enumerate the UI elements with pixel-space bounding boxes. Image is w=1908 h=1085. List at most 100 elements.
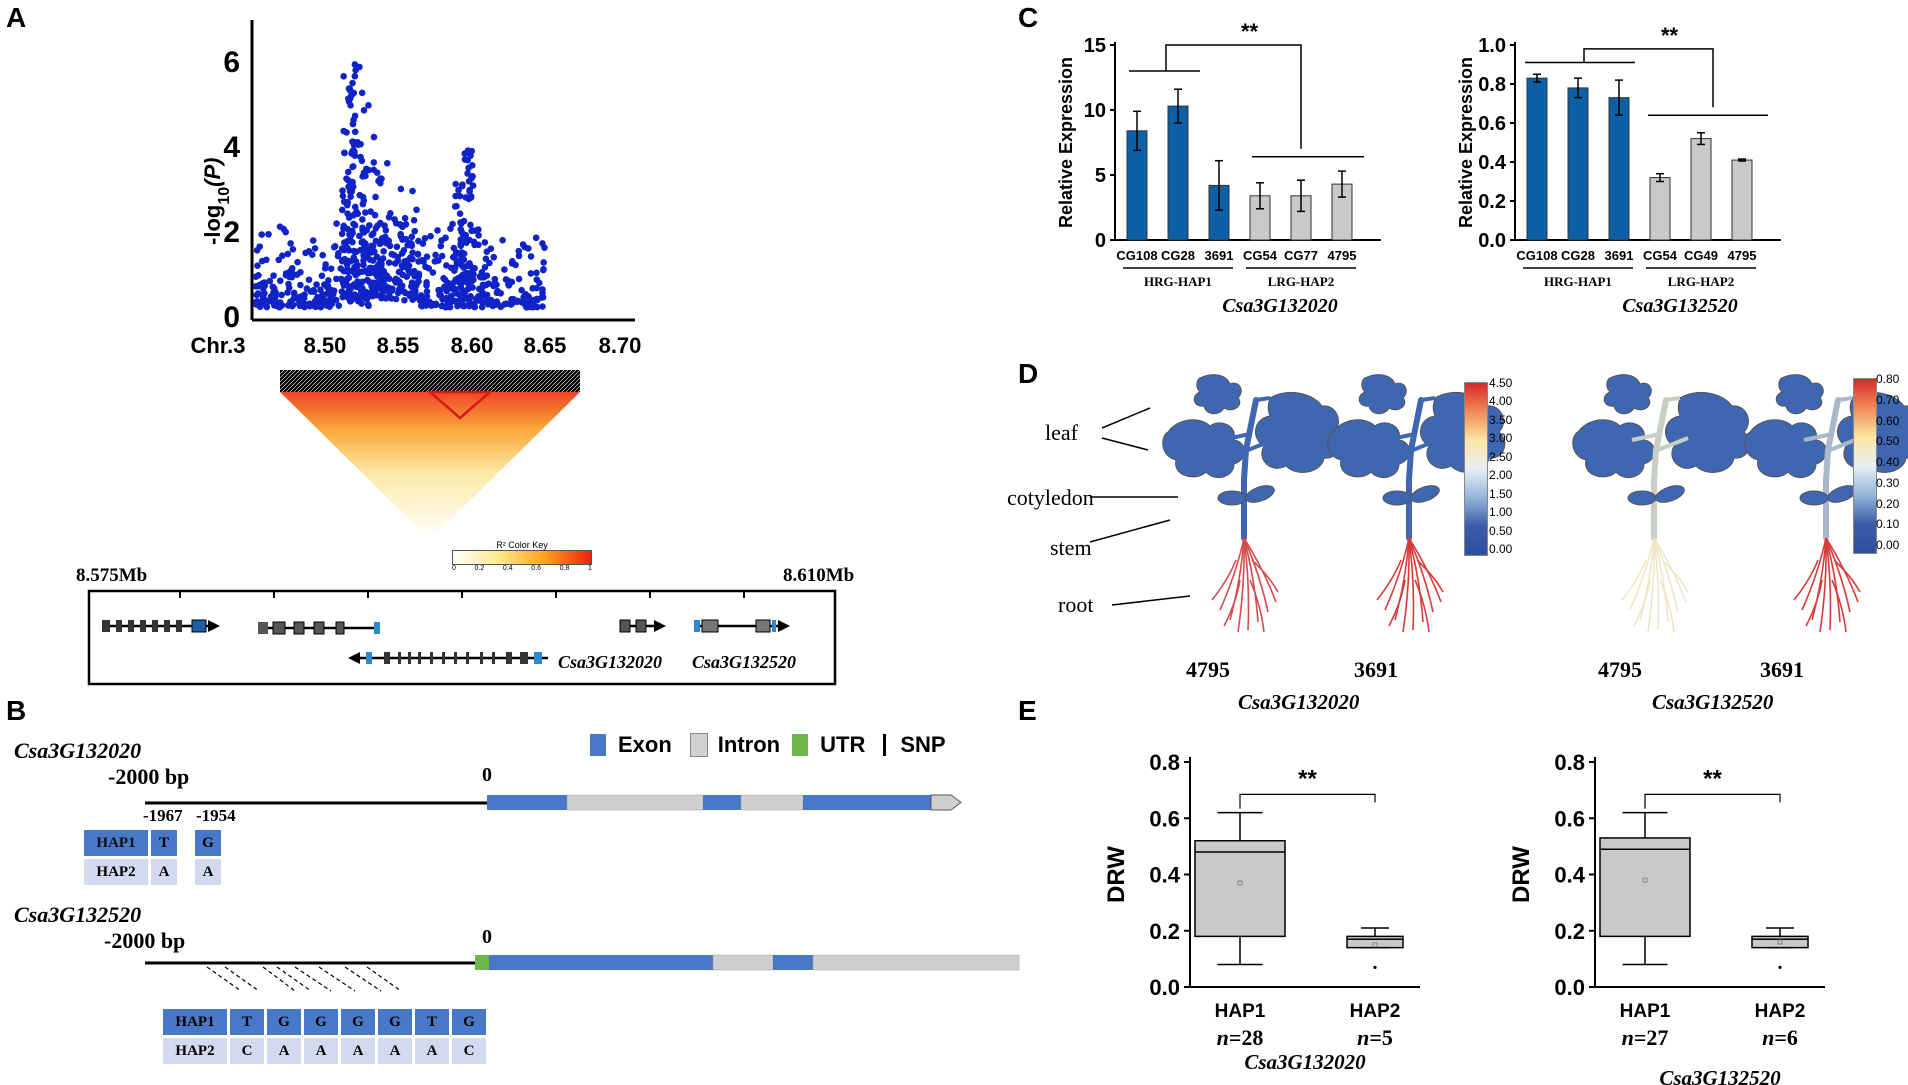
snp-point bbox=[340, 267, 348, 275]
snp-point bbox=[478, 303, 486, 311]
snp-point bbox=[327, 265, 335, 272]
g2-hap2-snp: A bbox=[341, 1038, 375, 1064]
snp-point bbox=[468, 264, 476, 271]
snp-point bbox=[490, 282, 497, 290]
root bbox=[1388, 579, 1406, 627]
snp-point bbox=[354, 262, 361, 269]
snp-point bbox=[525, 293, 533, 301]
snp-point bbox=[481, 264, 489, 271]
snp-point bbox=[360, 229, 368, 236]
panelb-gene1-tss: 0 bbox=[482, 764, 492, 786]
petiole bbox=[1631, 432, 1661, 442]
snp-point bbox=[477, 286, 484, 293]
snp-point bbox=[349, 163, 356, 171]
root bbox=[1211, 559, 1237, 601]
scale-tick: 0.30 bbox=[1876, 475, 1900, 490]
snp-point bbox=[352, 210, 359, 217]
y-axis-label: DRW bbox=[1103, 846, 1130, 903]
snp-point bbox=[457, 219, 464, 226]
y-tick-label: 0.0 bbox=[1478, 230, 1506, 252]
color-scale-2-labels: 0.80 0.70 0.60 0.50 0.40 0.30 0.20 0.10 0.00 bbox=[1876, 372, 1899, 552]
snp-point bbox=[460, 250, 468, 257]
snp-point bbox=[311, 245, 319, 252]
region-start-label: 8.575Mb bbox=[76, 565, 148, 586]
snp-point bbox=[514, 297, 522, 305]
snp-point bbox=[530, 299, 537, 307]
panel-label-a: A bbox=[6, 2, 27, 33]
snp-point bbox=[467, 221, 474, 229]
gene-model-1 bbox=[102, 619, 220, 633]
snp-point bbox=[266, 277, 274, 285]
snp-point bbox=[403, 273, 411, 280]
ck-tick: 1 bbox=[588, 565, 592, 572]
snp-point bbox=[339, 192, 347, 200]
snp-point bbox=[317, 286, 324, 294]
snp-point bbox=[432, 251, 439, 259]
root bbox=[1219, 537, 1245, 611]
scale-tick: 0.80 bbox=[1876, 372, 1900, 386]
legend-utr: UTR bbox=[820, 732, 866, 757]
y-tick-label: 0.2 bbox=[1149, 919, 1180, 944]
snp-point bbox=[385, 237, 393, 245]
snp-point bbox=[313, 281, 320, 288]
snp-point bbox=[276, 277, 284, 285]
root bbox=[1408, 537, 1434, 613]
snp-point bbox=[296, 302, 304, 310]
snp-point bbox=[501, 301, 508, 308]
gene-structure-legend: Exon Intron UTR SNP bbox=[590, 732, 946, 758]
gene-model-csa3g132520 bbox=[694, 619, 790, 633]
y-tick-label: 0.6 bbox=[1478, 113, 1506, 135]
root bbox=[1629, 537, 1655, 611]
snp-point bbox=[411, 227, 419, 235]
scale-tick: 3.00 bbox=[1489, 431, 1513, 446]
snp-point bbox=[529, 285, 536, 292]
snp-point bbox=[413, 206, 420, 214]
snp-point bbox=[366, 256, 374, 263]
snp-point bbox=[358, 239, 365, 246]
root bbox=[1805, 579, 1823, 627]
snp-point bbox=[358, 290, 366, 298]
snp-point bbox=[350, 281, 358, 288]
snp-point bbox=[493, 289, 501, 297]
x-tick-label: HAP1 bbox=[1215, 1001, 1266, 1022]
snp-point bbox=[344, 258, 352, 266]
snp-point bbox=[364, 301, 372, 308]
snp-point bbox=[396, 221, 404, 228]
x-tick-label: HAP2 bbox=[1755, 1001, 1806, 1022]
root bbox=[1825, 537, 1841, 623]
snp-point bbox=[462, 194, 470, 201]
g2-hap2-snp: A bbox=[267, 1038, 301, 1064]
snp-point bbox=[310, 286, 317, 294]
snp-point bbox=[258, 231, 266, 238]
g1-hap1-snp: G bbox=[195, 830, 221, 856]
snp-point bbox=[351, 222, 359, 229]
y-tick-label: 0.4 bbox=[1478, 152, 1507, 174]
g2-hap1-snp: T bbox=[415, 1009, 449, 1035]
group-label: LRG-HAP2 bbox=[1268, 274, 1334, 289]
snp-point bbox=[458, 182, 466, 190]
chart-title: Csa3G132020 bbox=[1222, 295, 1338, 317]
xtick-860: 8.60 bbox=[451, 333, 494, 358]
snp-point bbox=[540, 265, 547, 273]
snp-point bbox=[359, 193, 367, 201]
scale-tick: 1.50 bbox=[1489, 486, 1513, 501]
snp-point bbox=[324, 290, 331, 297]
mean-marker bbox=[1372, 942, 1378, 948]
snp-point bbox=[351, 112, 359, 120]
snp-point bbox=[491, 275, 499, 283]
snp-point bbox=[410, 295, 417, 302]
snp-point bbox=[322, 261, 329, 268]
n-label: n=6 bbox=[1762, 1025, 1798, 1050]
snp-point bbox=[475, 297, 483, 304]
snp-point bbox=[515, 247, 523, 255]
legend-exon: Exon bbox=[618, 732, 672, 757]
group-label: HRG-HAP1 bbox=[1544, 274, 1612, 289]
snp-point bbox=[409, 249, 416, 257]
snp-point bbox=[383, 159, 391, 167]
snp-point bbox=[325, 277, 332, 284]
snp-point bbox=[467, 194, 475, 201]
snp-point bbox=[259, 279, 267, 287]
snp-point bbox=[388, 250, 396, 258]
root bbox=[1414, 579, 1430, 633]
snp-point bbox=[358, 300, 365, 307]
